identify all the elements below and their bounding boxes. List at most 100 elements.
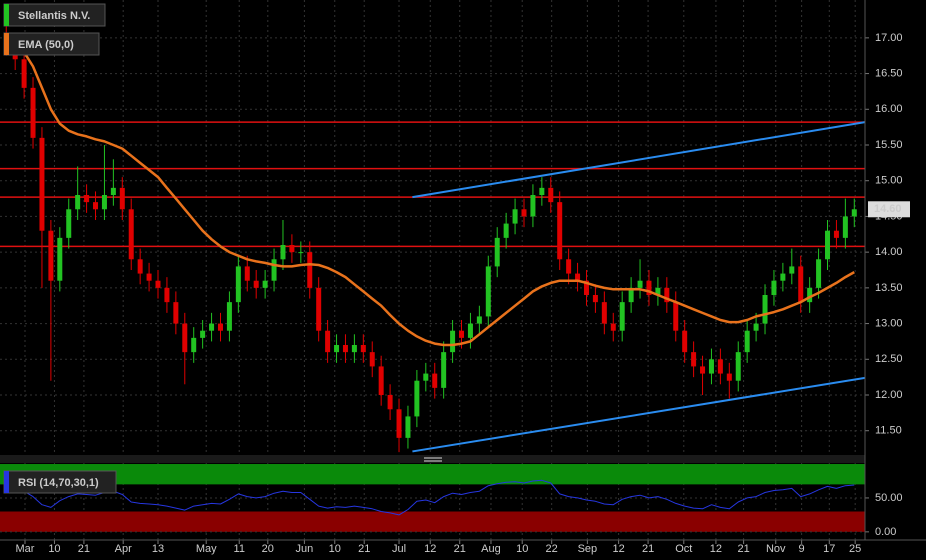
line-series	[6, 479, 855, 516]
trend-line	[412, 376, 866, 453]
candle-body	[726, 373, 732, 381]
candle-body	[21, 59, 27, 88]
x-tick-label: Jun	[296, 543, 314, 555]
candle-body	[396, 409, 402, 438]
legend-swatch	[4, 471, 9, 493]
grid	[0, 0, 869, 544]
x-tick-label: Apr	[115, 543, 132, 555]
candle-body	[209, 323, 215, 331]
candle-body	[673, 302, 679, 331]
x-tick-label: 21	[358, 543, 370, 555]
candle-body	[378, 366, 384, 395]
x-tick-label: 21	[737, 543, 749, 555]
candle-body	[423, 373, 429, 381]
legend-label[interactable]: RSI (14,70,30,1)	[18, 477, 99, 489]
candle-body	[691, 352, 697, 367]
candle-body	[450, 330, 456, 353]
candle-body	[575, 273, 581, 281]
y-tick-label: 11.50	[875, 425, 902, 437]
x-tick-label: Jul	[392, 543, 406, 555]
x-tick-label: 20	[262, 543, 274, 555]
candle-body	[110, 187, 116, 195]
candle-body	[262, 280, 268, 288]
candle-body	[75, 195, 81, 210]
candle-body	[762, 295, 768, 324]
candle-body	[200, 330, 206, 338]
candle-body	[717, 359, 723, 374]
x-tick-label: 10	[48, 543, 60, 555]
candle-body	[39, 137, 45, 231]
candle-body	[316, 287, 322, 331]
legend-label[interactable]: EMA (50,0)	[18, 39, 74, 51]
x-tick-label: Oct	[675, 543, 692, 555]
candle-body	[298, 252, 304, 254]
x-tick-label: 12	[710, 543, 722, 555]
chart-title: Stellantis N.V.	[18, 10, 90, 22]
x-tick-label: 13	[152, 543, 164, 555]
candle-body	[655, 287, 661, 295]
rsi-band	[0, 511, 865, 532]
candle-body	[253, 280, 259, 288]
trend-line	[412, 121, 866, 199]
candle-body	[48, 230, 54, 281]
candle-body	[646, 280, 652, 295]
candle-body	[164, 287, 170, 303]
x-tick-label: 25	[849, 543, 861, 555]
candle-body	[664, 287, 670, 303]
candle-body	[610, 323, 616, 331]
candle-body	[467, 323, 473, 338]
candle-body	[66, 209, 72, 238]
x-tick-label: Nov	[766, 543, 786, 555]
y-tick-label: 50.00	[875, 492, 903, 504]
y-tick-label: 14.00	[875, 246, 903, 258]
candle-body	[619, 302, 625, 331]
candle-body	[226, 302, 232, 331]
rsi-band	[0, 464, 865, 485]
candle-body	[128, 209, 134, 260]
candle-body	[360, 345, 366, 353]
candle-body	[84, 195, 90, 203]
x-tick-label: 9	[799, 543, 805, 555]
candle-body	[583, 280, 589, 295]
x-tick-label: 10	[329, 543, 341, 555]
x-tick-label: Sep	[578, 543, 598, 555]
candle-body	[530, 195, 536, 217]
x-tick-label: 12	[612, 543, 624, 555]
candle-body	[244, 266, 250, 281]
candle-body	[512, 209, 518, 224]
x-tick-label: May	[196, 543, 217, 555]
candle-body	[342, 345, 348, 353]
candle-body	[708, 359, 714, 374]
candle-body	[173, 302, 179, 324]
last-price-box	[868, 201, 910, 218]
candle-body	[753, 323, 759, 331]
x-tick-label: Mar	[16, 543, 35, 555]
candle-body	[101, 195, 107, 210]
candle-body	[182, 323, 188, 353]
candle-body	[682, 330, 688, 353]
candle-body	[137, 259, 143, 274]
x-tick-label: 12	[424, 543, 436, 555]
candle-body	[155, 280, 161, 288]
candle-body	[405, 416, 411, 438]
candle-body	[235, 266, 241, 303]
candle-body	[789, 266, 795, 274]
candle-body	[521, 209, 527, 217]
candle-body	[57, 237, 63, 281]
candle-body	[387, 395, 393, 410]
candle-body	[539, 187, 545, 195]
candle-body	[441, 352, 447, 388]
candle-body	[191, 337, 197, 353]
candle-body	[807, 287, 813, 303]
candle-body	[271, 259, 277, 281]
candle-body	[307, 252, 313, 288]
candle-body	[289, 245, 295, 253]
y-tick-label: 15.00	[875, 175, 903, 187]
candle-body	[851, 209, 857, 217]
x-tick-label: Aug	[481, 543, 501, 555]
candle-body	[592, 295, 598, 303]
candle-body	[93, 202, 99, 210]
candle-body	[280, 245, 286, 260]
candle-body	[334, 345, 340, 353]
